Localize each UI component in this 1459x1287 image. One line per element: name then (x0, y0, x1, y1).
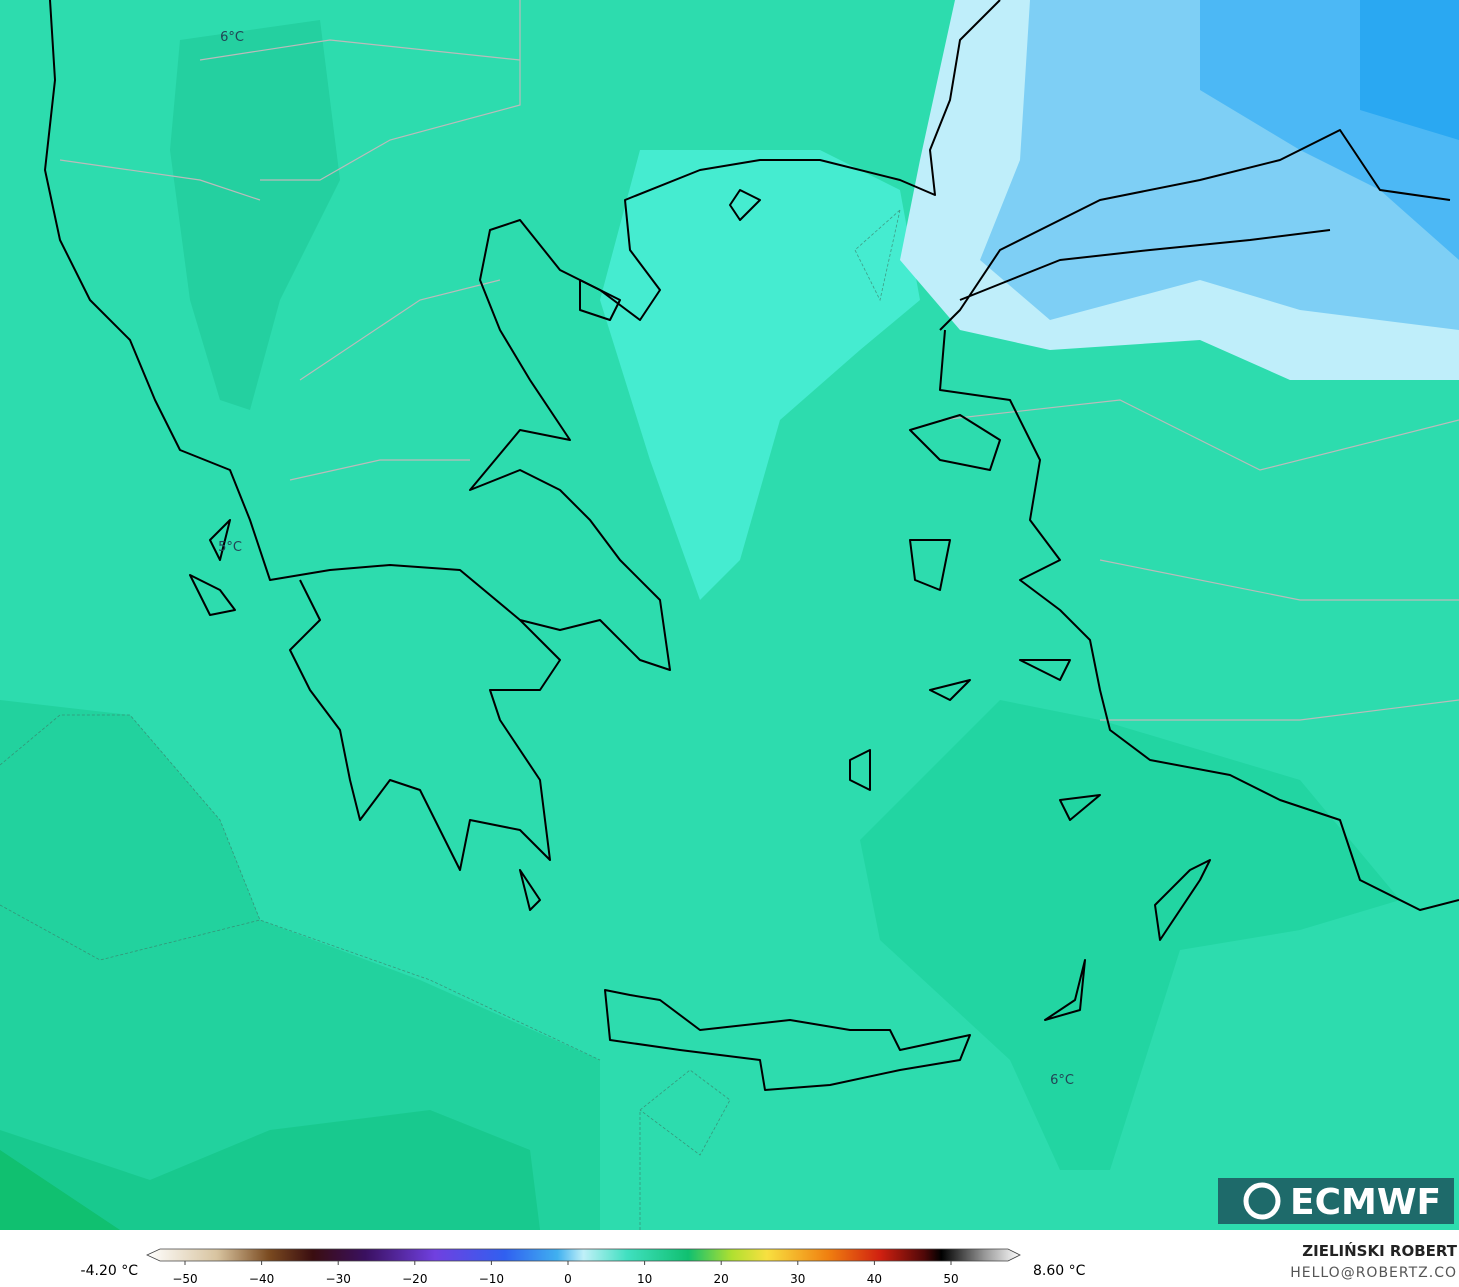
logo: ECMWF (1218, 1178, 1454, 1224)
map: 6°C 5°C 6°C ECMWF (0, 0, 1459, 1230)
borders (59, 0, 1459, 721)
warm-area (170, 20, 340, 410)
coastline (44, 0, 1001, 671)
colorbar-bar (146, 1248, 1021, 1262)
logo-text: ECMWF (1290, 1182, 1441, 1223)
coastline (289, 579, 561, 871)
colorbar-min: -4.20 °C (81, 1263, 139, 1279)
warm-area (0, 1150, 120, 1230)
contour-label: 5°C (218, 540, 242, 555)
colorbar-tick-label: 0 (564, 1272, 572, 1286)
colorbar-tick-label: 40 (867, 1272, 882, 1286)
isotherm (0, 714, 261, 921)
colorbar-tick-label: −10 (479, 1272, 504, 1286)
colorbar-tick-label: −20 (402, 1272, 427, 1286)
author: ZIELIŃSKI ROBERT (1302, 1241, 1457, 1260)
logo-icon (1243, 1182, 1281, 1220)
isotherm (0, 904, 601, 1061)
contour-label: 6°C (220, 30, 244, 45)
colorbar: -4.20 °C 8.60 °C −50 −40 −30 −20 −10 0 10 20 30 4… (81, 1248, 1086, 1286)
warm-area (0, 700, 600, 1230)
cool-area (600, 150, 920, 600)
colorbar-tick-label: 50 (943, 1272, 958, 1286)
islands (189, 189, 1211, 1021)
colorbar-max: 8.60 °C (1033, 1263, 1086, 1279)
colorbar-tick-label: −30 (326, 1272, 351, 1286)
colorbar-tick-label: −50 (172, 1272, 197, 1286)
coastline (604, 989, 971, 1091)
cold-area (1360, 0, 1459, 140)
colorbar-tick-label: 20 (714, 1272, 729, 1286)
contour-label: 6°C (1050, 1073, 1074, 1088)
coastline (939, 129, 1459, 911)
warm-area (860, 700, 1400, 1170)
isotherm (854, 208, 901, 302)
colorbar-tick-label: 10 (637, 1272, 652, 1286)
contact: HELLO@ROBERTZ.CO (1290, 1265, 1457, 1281)
isotherm (639, 1069, 731, 1230)
colorbar-tick-label: 30 (790, 1272, 805, 1286)
warm-area (0, 1110, 540, 1230)
colorbar-tick-label: −40 (249, 1272, 274, 1286)
